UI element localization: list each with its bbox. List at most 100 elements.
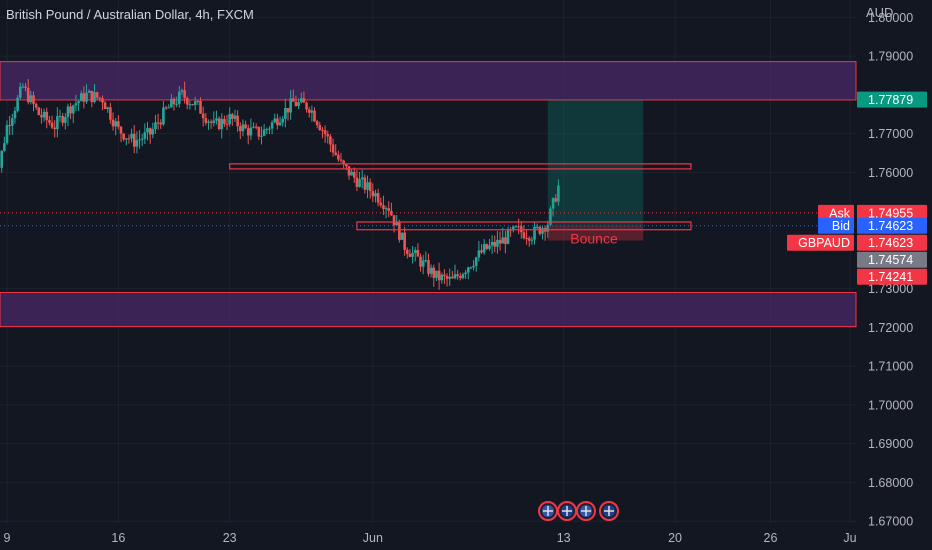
candle-body	[331, 144, 335, 153]
candle-body	[244, 124, 247, 129]
symbol-tag: GBPAUD	[798, 236, 850, 250]
candle-body	[485, 244, 489, 249]
candle-body	[18, 86, 22, 98]
price-tick-label: 1.68000	[868, 476, 913, 490]
axis-currency-label: AUD	[866, 5, 894, 20]
candle-body	[254, 126, 258, 128]
candle-body	[416, 250, 420, 257]
candle-body	[262, 129, 266, 136]
candle-body	[122, 133, 125, 140]
candle-body	[0, 150, 3, 168]
candle-body	[236, 115, 239, 127]
candle-body	[199, 100, 202, 114]
candle-body	[71, 105, 75, 114]
candle-body	[384, 208, 388, 210]
candle-body	[37, 107, 41, 115]
candle-body	[395, 221, 398, 226]
candle-body	[21, 86, 25, 88]
candle-body	[379, 202, 383, 206]
candle-body	[512, 226, 515, 231]
candle-body	[472, 265, 475, 268]
candle-body	[124, 138, 128, 140]
candle-body	[408, 253, 412, 257]
price-tick-label: 1.76000	[868, 166, 913, 180]
candle-body	[252, 126, 255, 128]
candle-body	[286, 108, 290, 113]
stop-price-label: 1.74241	[868, 270, 913, 284]
candle-body	[154, 122, 157, 130]
candle-body	[496, 239, 499, 247]
candle-body	[347, 166, 351, 176]
candle-body	[469, 267, 473, 269]
candle-body	[188, 104, 192, 106]
candle-body	[522, 232, 526, 239]
au-flag-event-icon	[557, 501, 577, 521]
candle-body	[260, 135, 263, 137]
candle-body	[130, 133, 133, 139]
candle-body	[114, 121, 117, 127]
candle-body	[482, 244, 486, 253]
candle-body	[525, 238, 528, 240]
candle-body	[387, 208, 391, 211]
candle-body	[299, 98, 303, 103]
ask-price-label: 1.74955	[868, 206, 913, 220]
candle-body	[69, 106, 72, 114]
ask-price-label-bg	[857, 204, 927, 221]
candle-body	[178, 91, 181, 104]
target-price-label: 1.77879	[868, 93, 913, 107]
candle-body	[474, 257, 478, 266]
candle-body	[448, 276, 452, 279]
candle-body	[98, 97, 102, 99]
candle-body	[392, 215, 396, 226]
candle-body	[453, 274, 457, 279]
candle-body	[464, 272, 467, 275]
candle-body	[535, 226, 539, 228]
candle-body	[278, 122, 282, 126]
candle-body	[429, 267, 433, 274]
candle-body	[443, 274, 446, 277]
target-price-label-bg	[857, 91, 927, 108]
candle-body	[207, 121, 210, 123]
candle-body	[201, 113, 205, 119]
price-tick-label: 1.73000	[868, 282, 913, 296]
candle-body	[106, 107, 110, 110]
axes: 1.80000 1.79000 1.77000 1.76000 1.73000 1.720…	[4, 11, 914, 545]
candle-body	[337, 154, 340, 160]
candle-body	[64, 116, 67, 123]
candle-body	[477, 250, 481, 258]
candle-body	[85, 92, 88, 102]
candle-body	[66, 106, 70, 117]
time-tick-label: 13	[557, 531, 571, 545]
candle-body	[61, 116, 64, 123]
candle-body	[77, 101, 80, 104]
candle-body	[82, 93, 86, 102]
candle-body	[156, 122, 160, 124]
candle-body	[249, 127, 253, 136]
candle-body	[180, 90, 184, 92]
time-tick-label: 20	[668, 531, 682, 545]
overlays: Bounce	[0, 99, 856, 247]
candle-body	[405, 249, 409, 254]
candle-body	[302, 98, 306, 103]
candle-body	[427, 260, 430, 274]
candle-body	[143, 132, 147, 139]
candle-body	[376, 193, 380, 203]
candle-body	[90, 90, 94, 103]
candle-body	[138, 139, 141, 141]
candle-body	[172, 98, 176, 105]
current-price-bg	[857, 251, 927, 268]
candle-body	[488, 245, 491, 249]
candle-body	[284, 108, 287, 119]
candle-body	[371, 191, 375, 197]
candle-body	[101, 98, 104, 103]
time-tick-label: 9	[4, 531, 11, 545]
candle-body	[29, 95, 33, 103]
candle-body	[50, 122, 54, 128]
candle-body	[530, 239, 534, 241]
candles	[0, 78, 560, 290]
bid-price-label: 1.74623	[868, 219, 913, 233]
candle-body	[382, 205, 385, 210]
candle-body	[215, 118, 218, 121]
candle-body	[233, 115, 237, 119]
